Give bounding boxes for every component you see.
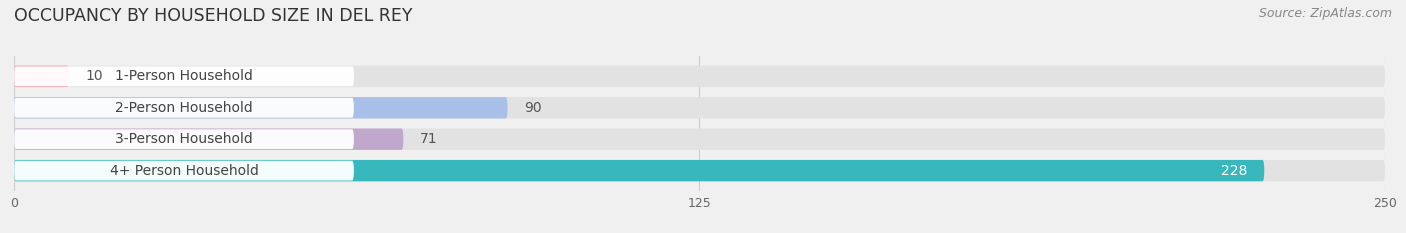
FancyBboxPatch shape [14,66,1385,87]
Text: Source: ZipAtlas.com: Source: ZipAtlas.com [1258,7,1392,20]
Text: 1-Person Household: 1-Person Household [115,69,253,83]
FancyBboxPatch shape [14,160,1385,181]
Text: 3-Person Household: 3-Person Household [115,132,253,146]
FancyBboxPatch shape [14,97,508,118]
FancyBboxPatch shape [14,160,1264,181]
Text: 2-Person Household: 2-Person Household [115,101,253,115]
FancyBboxPatch shape [14,129,354,149]
Text: 71: 71 [420,132,437,146]
FancyBboxPatch shape [14,97,1385,118]
Text: OCCUPANCY BY HOUSEHOLD SIZE IN DEL REY: OCCUPANCY BY HOUSEHOLD SIZE IN DEL REY [14,7,412,25]
FancyBboxPatch shape [14,161,354,181]
FancyBboxPatch shape [14,129,404,150]
Text: 90: 90 [524,101,541,115]
FancyBboxPatch shape [14,98,354,118]
FancyBboxPatch shape [14,66,69,87]
Text: 228: 228 [1222,164,1249,178]
Text: 10: 10 [86,69,103,83]
FancyBboxPatch shape [14,66,354,86]
Text: 4+ Person Household: 4+ Person Household [110,164,259,178]
FancyBboxPatch shape [14,129,1385,150]
